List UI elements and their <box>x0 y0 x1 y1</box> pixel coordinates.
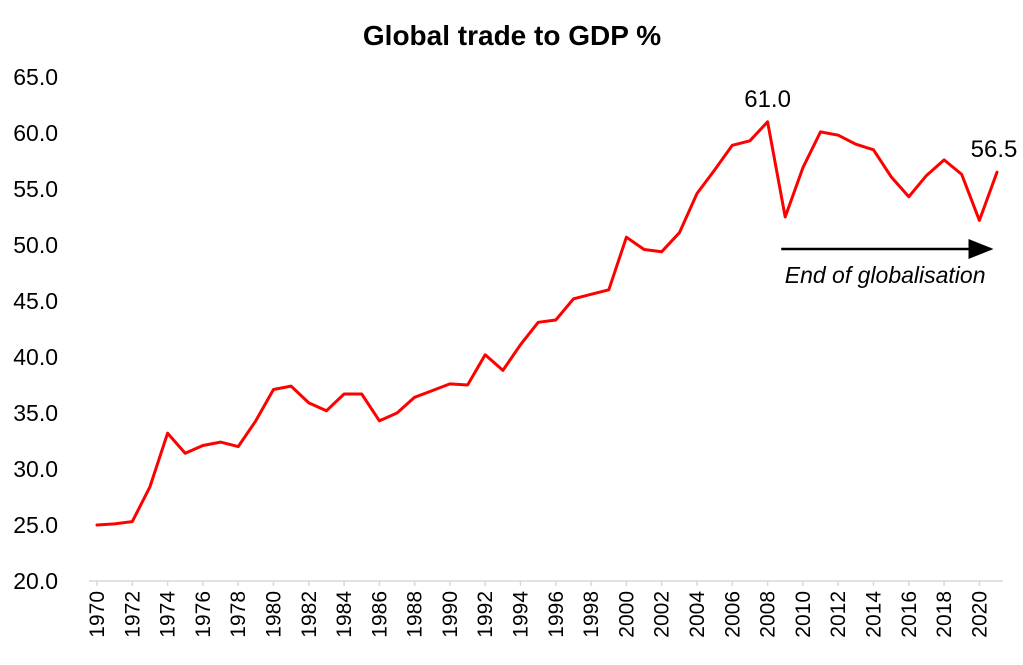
y-tick-label: 35.0 <box>13 400 58 426</box>
data-label: 56.5 <box>971 136 1018 163</box>
y-tick-label: 30.0 <box>13 456 58 482</box>
x-tick-label: 1974 <box>157 591 180 638</box>
y-tick-label: 45.0 <box>13 288 58 314</box>
y-tick-label: 25.0 <box>13 512 58 538</box>
chart-title: Global trade to GDP % <box>363 20 661 51</box>
x-tick-label: 1992 <box>474 591 497 638</box>
x-tick-label: 2010 <box>792 591 815 638</box>
x-tick-label: 2000 <box>615 591 638 638</box>
x-tick-label: 1982 <box>298 591 321 638</box>
x-tick-label: 1978 <box>227 591 250 638</box>
x-tick-label: 2016 <box>898 591 921 638</box>
x-tick-label: 1998 <box>580 591 603 638</box>
x-tick-label: 1996 <box>545 591 568 638</box>
y-tick-label: 50.0 <box>13 232 58 258</box>
x-tick-label: 1970 <box>86 591 109 638</box>
y-tick-label: 20.0 <box>13 568 58 594</box>
data-points <box>95 120 999 527</box>
x-axis: 1970 1972 1974 1976 1978 1980 1982 1984 1986 1988… <box>86 581 991 638</box>
x-tick-label: 1984 <box>333 591 356 638</box>
x-tick-label: 2012 <box>827 591 850 638</box>
x-tick-label: 2006 <box>721 591 744 638</box>
x-tick-label: 2018 <box>933 591 956 638</box>
x-tick-label: 2004 <box>686 591 709 638</box>
y-tick-label: 60.0 <box>13 120 58 146</box>
x-tick-label: 1990 <box>439 591 462 638</box>
x-tick-label: 1988 <box>404 591 427 638</box>
x-tick-label: 2008 <box>757 591 780 638</box>
y-tick-label: 55.0 <box>13 176 58 202</box>
x-tick-label: 2002 <box>651 591 674 638</box>
y-tick-label: 40.0 <box>13 344 58 370</box>
data-labels: 61.0 56.5 <box>744 86 1017 163</box>
x-tick-label: 1994 <box>510 591 533 638</box>
x-tick-label: 2014 <box>862 591 885 638</box>
series-line <box>95 120 999 527</box>
x-tick-label: 2020 <box>968 591 991 638</box>
x-tick-label: 1976 <box>192 591 215 638</box>
y-tick-label: 65.0 <box>13 64 58 90</box>
x-tick-label: 1980 <box>262 591 285 638</box>
y-axis: 20.0 25.0 30.0 35.0 40.0 45.0 50.0 55.0 60.0 65.0 <box>13 64 58 594</box>
annotation-text: End of globalisation <box>785 262 986 288</box>
data-label: 61.0 <box>744 86 791 113</box>
x-tick-label: 1972 <box>121 591 144 638</box>
x-tick-label: 1986 <box>368 591 391 638</box>
